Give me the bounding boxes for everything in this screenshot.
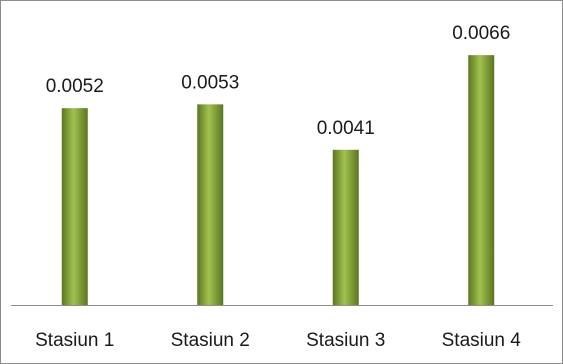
x-tick-label-2: Stasiun 2	[171, 330, 250, 351]
labels-layer: 0.0052 Stasiun 1 0.0053 Stasiun 2 0.0041 Stas…	[35, 23, 521, 351]
x-tick-label-3: Stasiun 3	[306, 330, 385, 351]
data-label-1: 0.0052	[46, 76, 104, 97]
bar-3	[332, 149, 359, 305]
x-tick-label-1: Stasiun 1	[35, 330, 114, 351]
data-label-3: 0.0041	[317, 118, 375, 139]
bars-layer	[61, 55, 495, 306]
bar-4	[468, 55, 495, 306]
bar-2	[197, 104, 224, 305]
bar-1	[61, 108, 88, 306]
data-label-2: 0.0053	[181, 72, 239, 93]
x-tick-label-4: Stasiun 4	[442, 330, 522, 351]
data-label-4: 0.0066	[452, 23, 510, 44]
